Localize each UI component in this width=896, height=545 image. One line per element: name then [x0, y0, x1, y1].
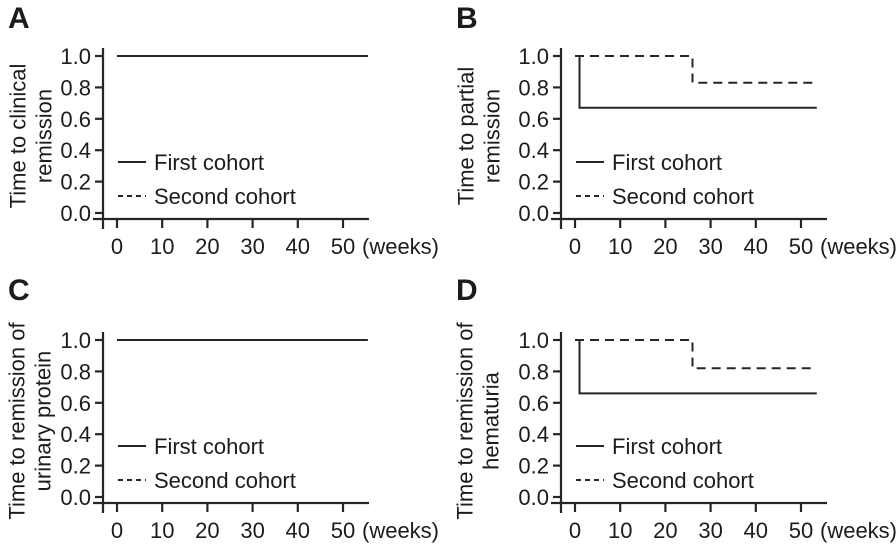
- y-tick-label: 0.8: [518, 359, 549, 384]
- legend-label: First cohort: [612, 150, 722, 175]
- legend-label: First cohort: [154, 434, 264, 459]
- x-tick-label: 20: [653, 518, 677, 543]
- x-tick-label: 30: [240, 234, 264, 259]
- x-tick-label: 20: [653, 234, 677, 259]
- panel-letter: A: [8, 2, 30, 35]
- x-tick-label: 50: [331, 234, 355, 259]
- panel-letter: B: [456, 2, 478, 35]
- x-tick-label: 10: [608, 234, 632, 259]
- x-unit-label: (weeks): [362, 518, 439, 543]
- legend-label: First cohort: [154, 150, 264, 175]
- y-tick-label: 0.8: [60, 75, 91, 100]
- legend-label: Second cohort: [612, 184, 754, 209]
- y-tick-label: 0.4: [518, 422, 549, 447]
- y-tick-label: 0.0: [518, 485, 549, 510]
- panel-A: A Time to clinical remission 0.0 0.2 0.4 0.…: [0, 0, 448, 272]
- y-tick-label: 0.2: [518, 170, 549, 195]
- plot-svg-b: 0.0 0.2 0.4 0.6 0.8 1.0 0 10 20 30 40 50 (weeks) Firs…: [518, 44, 896, 259]
- x-tick-label: 20: [195, 234, 219, 259]
- series-line-solid: [575, 339, 817, 395]
- x-tick-label: 40: [286, 234, 310, 259]
- panel-letter: C: [8, 274, 30, 307]
- y-tick-label: 0.8: [60, 359, 91, 384]
- x-unit-label: (weeks): [362, 234, 439, 259]
- x-tick-label: 50: [789, 234, 813, 259]
- panel-D: D Time to remission of hematuria 0.0 0.2 0…: [448, 272, 896, 545]
- series-line-dashed: [575, 339, 817, 370]
- x-tick-label: 50: [331, 518, 355, 543]
- y-tick-label: 0.4: [518, 138, 549, 163]
- y-tick-label: 0.0: [60, 485, 91, 510]
- y-tick-label: 0.0: [518, 201, 549, 226]
- y-tick-label: 0.4: [60, 138, 91, 163]
- y-tick-label: 1.0: [60, 44, 91, 69]
- plot-svg-d: 0.0 0.2 0.4 0.6 0.8 1.0 0 10 20 30 40 50 (weeks) Firs…: [518, 328, 896, 543]
- x-unit-label: (weeks): [820, 234, 896, 259]
- x-tick-label: 10: [150, 518, 174, 543]
- y-tick-label: 0.6: [60, 107, 91, 132]
- series-line-dashed: [575, 55, 817, 84]
- y-tick-label: 1.0: [60, 328, 91, 353]
- x-unit-label: (weeks): [820, 518, 896, 543]
- x-tick-label: 0: [111, 518, 123, 543]
- y-tick-label: 0.6: [60, 391, 91, 416]
- panel-letter: D: [456, 274, 478, 307]
- panel-C: C Time to remission of urinary protein 0…: [0, 272, 448, 545]
- x-tick-label: 30: [698, 518, 722, 543]
- legend-label: First cohort: [612, 434, 722, 459]
- x-tick-label: 0: [569, 234, 581, 259]
- y-tick-label: 0.6: [518, 391, 549, 416]
- plot-svg-a: 0.0 0.2 0.4 0.6 0.8 1.0 0 10 20 30 40 50 (weeks) Firs…: [60, 44, 439, 259]
- legend-label: Second cohort: [154, 184, 296, 209]
- x-tick-label: 40: [286, 518, 310, 543]
- y-tick-label: 0.0: [60, 201, 91, 226]
- legend-label: Second cohort: [154, 468, 296, 493]
- y-tick-label: 0.8: [518, 75, 549, 100]
- y-tick-label: 0.2: [60, 170, 91, 195]
- y-tick-label: 0.2: [60, 454, 91, 479]
- x-tick-label: 40: [744, 234, 768, 259]
- legend-label: Second cohort: [612, 468, 754, 493]
- x-tick-label: 0: [569, 518, 581, 543]
- x-tick-label: 0: [111, 234, 123, 259]
- x-tick-label: 10: [150, 234, 174, 259]
- x-tick-label: 10: [608, 518, 632, 543]
- y-tick-label: 1.0: [518, 328, 549, 353]
- panel-B: B Time to partial remission 0.0 0.2 0.4 0.6…: [448, 0, 896, 272]
- x-tick-label: 30: [698, 234, 722, 259]
- y-tick-label: 0.2: [518, 454, 549, 479]
- y-tick-label: 0.4: [60, 422, 91, 447]
- x-tick-label: 30: [240, 518, 264, 543]
- x-tick-label: 50: [789, 518, 813, 543]
- y-tick-label: 1.0: [518, 44, 549, 69]
- y-tick-label: 0.6: [518, 107, 549, 132]
- plot-svg-c: 0.0 0.2 0.4 0.6 0.8 1.0 0 10 20 30 40 50 (weeks) Firs…: [60, 328, 439, 543]
- x-tick-label: 20: [195, 518, 219, 543]
- x-tick-label: 40: [744, 518, 768, 543]
